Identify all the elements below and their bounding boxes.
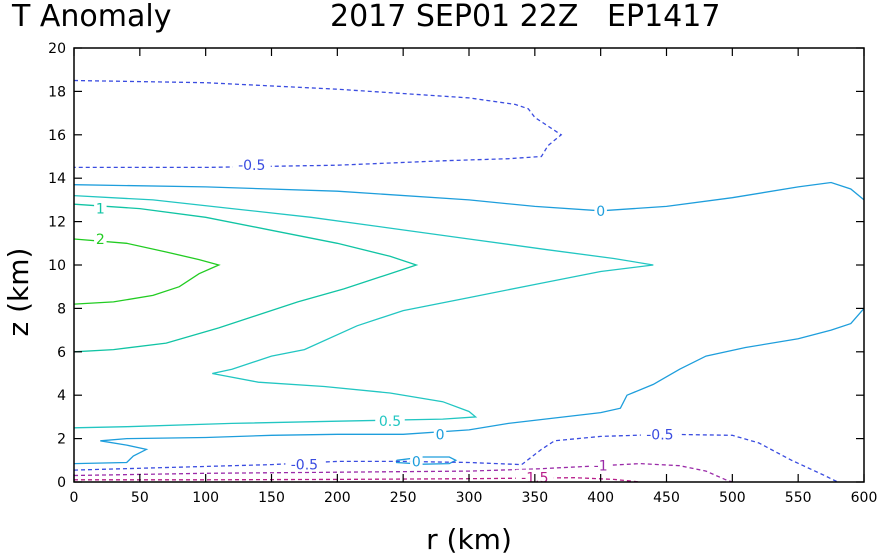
x-tick-label-6: 300 [456,490,483,506]
contour-line-6 [73,79,563,169]
contour-label-2: 0.5 [379,414,401,430]
contour-line-0 [73,238,221,305]
contour-label-bg-5 [410,453,423,469]
x-tick-label-4: 200 [324,490,351,506]
contour-layer [73,79,865,483]
title-right: 2017 SEP01 22Z EP1417 [330,0,720,34]
y-tick-label-6: 12 [48,215,66,231]
y-tick-label-9: 18 [48,84,66,100]
contour-label-bg-0 [94,230,107,246]
contour-line-7 [73,433,838,483]
contour-label-7: -0.5 [291,458,318,474]
x-tick-label-1: 50 [131,490,149,506]
x-tick-label-0: 0 [70,490,79,506]
contour-label-6: -0.5 [238,158,265,174]
contour-label-bg-8 [640,426,679,442]
contour-label-8: -0.5 [646,427,673,443]
contour-label-bg-1 [94,200,107,216]
contour-label-bg-3 [594,202,607,218]
contour-label-9: -1 [594,459,608,475]
y-tick-label-7: 14 [48,171,66,187]
y-tick-label-1: 2 [57,432,66,448]
contour-label-3: 0 [596,204,605,220]
contour-line-5 [395,456,458,465]
y-tick-label-10: 20 [48,41,66,57]
y-tick-label-4: 8 [57,301,66,317]
x-tick-label-8: 400 [587,490,614,506]
y-tick-label-5: 10 [48,258,66,274]
contour-label-1: 1 [96,202,105,218]
title-left: T Anomaly [11,0,171,34]
contour-label-0: 2 [96,232,105,248]
contour-label-bg-2 [375,413,405,429]
x-tick-label-2: 100 [192,490,219,506]
x-axis-ticks: 0 50 100 150 200 250 300 350 400 450 500 550 600 [70,48,878,506]
contour-line-2 [73,194,654,429]
contour-label-bg-7 [285,456,324,472]
x-tick-label-10: 500 [719,490,746,506]
y-tick-label-0: 0 [57,475,66,491]
contour-line-3 [73,181,865,212]
x-tick-label-7: 350 [521,490,548,506]
contour-label-5: 0 [412,454,421,470]
contour-label-bg-9 [590,457,612,473]
x-tick-label-9: 450 [653,490,680,506]
x-tick-label-3: 150 [258,490,285,506]
y-axis-label: z (km) [2,248,35,337]
contour-label-bg-6 [232,157,271,173]
x-tick-label-11: 550 [785,490,812,506]
x-axis-label: r (km) [426,523,512,556]
contour-label-bg-4 [433,426,447,442]
y-tick-label-2: 4 [57,388,66,404]
x-tick-label-5: 250 [390,490,417,506]
x-tick-label-12: 600 [851,490,878,506]
contour-label-4: 0 [436,427,445,443]
contour-line-1 [73,203,419,353]
y-tick-label-8: 16 [48,128,66,144]
contour-line-4 [73,307,865,465]
y-tick-label-3: 6 [57,345,66,361]
